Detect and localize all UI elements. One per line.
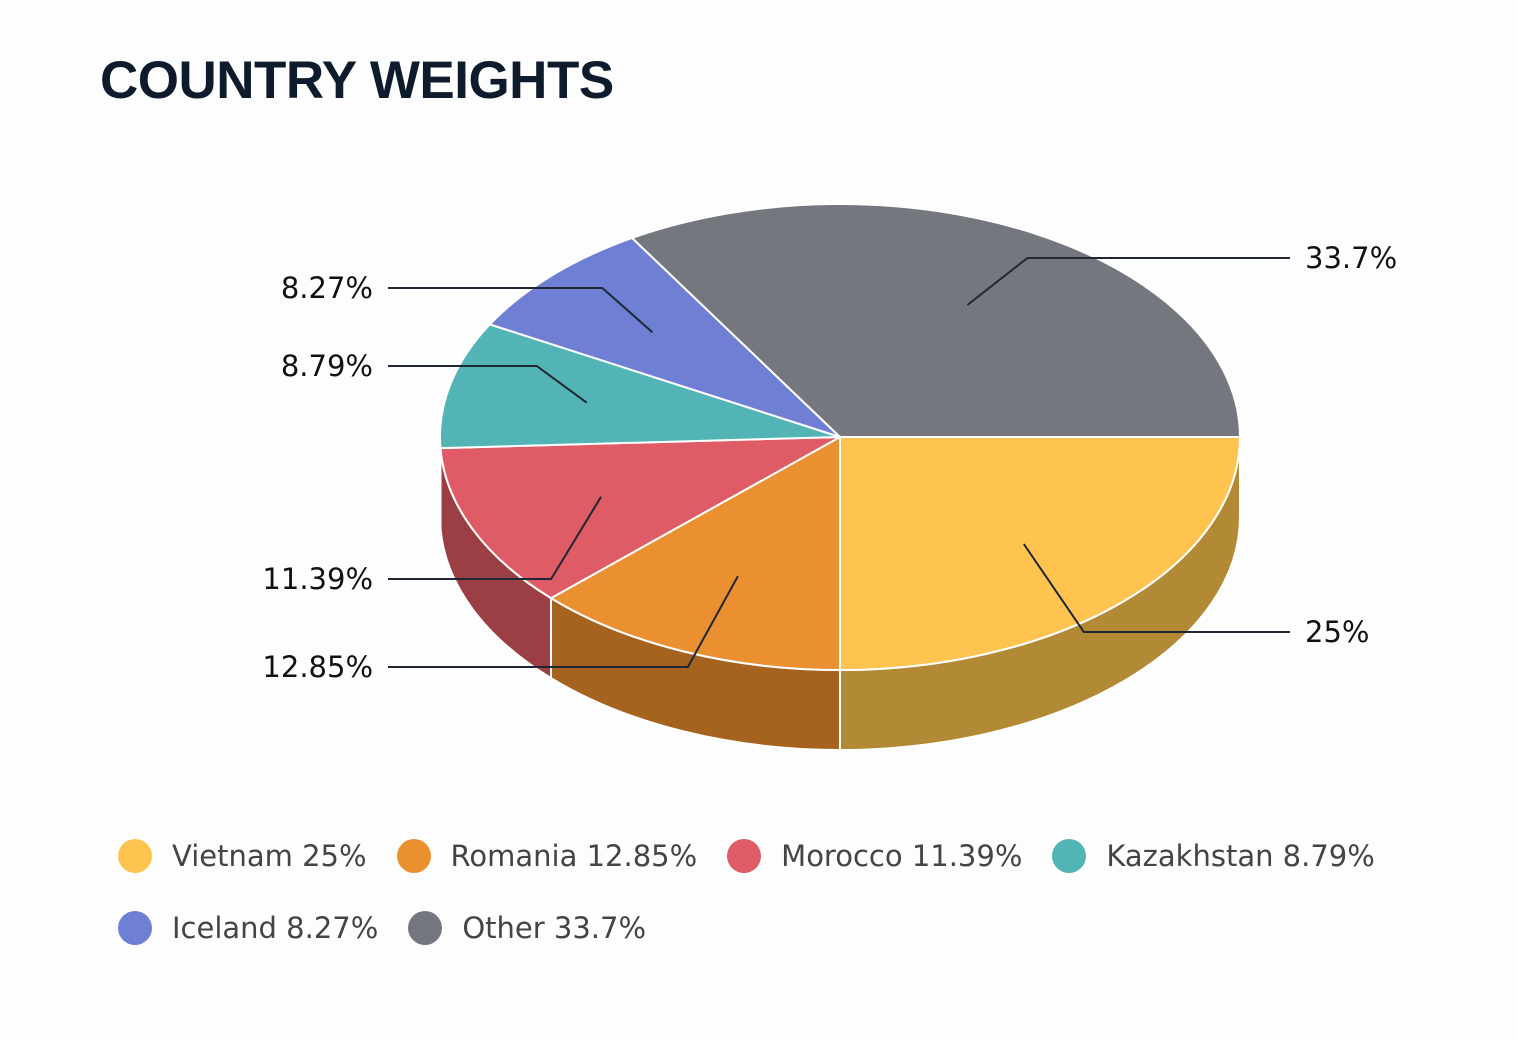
slice-label-other: 33.7% — [1305, 241, 1397, 275]
slice-label-morocco: 11.39% — [262, 562, 373, 596]
leader-line-other — [966, 257, 1290, 306]
slice-labels: 25% 12.85% 11.39% 8.79% 8.27% 33.7% — [262, 241, 1397, 684]
legend-dot-kazakhstan — [1052, 839, 1087, 873]
legend-dot-morocco — [727, 839, 762, 873]
legend-label-iceland: Iceland 8.27% — [172, 911, 379, 945]
legend-item-other[interactable]: Other 33.7% — [408, 908, 646, 948]
legend: Vietnam 25% Romania 12.85% Morocco 11.39% K… — [118, 836, 1418, 948]
legend-label-morocco: Morocco 11.39% — [781, 839, 1023, 873]
legend-item-iceland[interactable]: Iceland 8.27% — [118, 908, 378, 948]
legend-dot-other — [408, 911, 443, 945]
legend-item-morocco[interactable]: Morocco 11.39% — [727, 836, 1022, 876]
leader-line-iceland — [388, 287, 653, 333]
legend-item-kazakhstan[interactable]: Kazakhstan 8.79% — [1052, 836, 1375, 876]
legend-item-vietnam[interactable]: Vietnam 25% — [118, 836, 367, 876]
label-leader-lines — [388, 257, 1290, 668]
legend-dot-romania — [396, 839, 431, 873]
pie-slice-kazakhstan[interactable] — [439, 323, 841, 450]
legend-label-vietnam: Vietnam 25% — [172, 839, 367, 873]
leader-line-kazakhstan — [388, 365, 588, 404]
slice-label-kazakhstan: 8.79% — [281, 349, 373, 383]
slice-label-romania: 12.85% — [262, 650, 373, 684]
slice-label-vietnam: 25% — [1305, 615, 1369, 649]
pie-slice-vietnam[interactable] — [839, 436, 1241, 671]
legend-dot-iceland — [118, 911, 152, 945]
legend-dot-vietnam — [118, 839, 152, 873]
pie-slice-other[interactable] — [631, 203, 1241, 438]
legend-label-romania: Romania 12.85% — [450, 839, 698, 873]
leader-line-romania — [388, 575, 739, 668]
leader-line-morocco — [388, 496, 602, 580]
pie-slice-romania[interactable] — [550, 436, 841, 671]
leader-line-vietnam — [1023, 543, 1290, 633]
chart-title: COUNTRY WEIGHTS — [100, 51, 614, 110]
pie-tops — [439, 203, 1241, 671]
pie-slice-morocco[interactable] — [439, 436, 841, 600]
slice-label-iceland: 8.27% — [281, 271, 373, 305]
legend-item-romania[interactable]: Romania 12.85% — [396, 836, 698, 876]
legend-label-kazakhstan: Kazakhstan 8.79% — [1106, 839, 1375, 873]
legend-label-other: Other 33.7% — [462, 911, 646, 945]
